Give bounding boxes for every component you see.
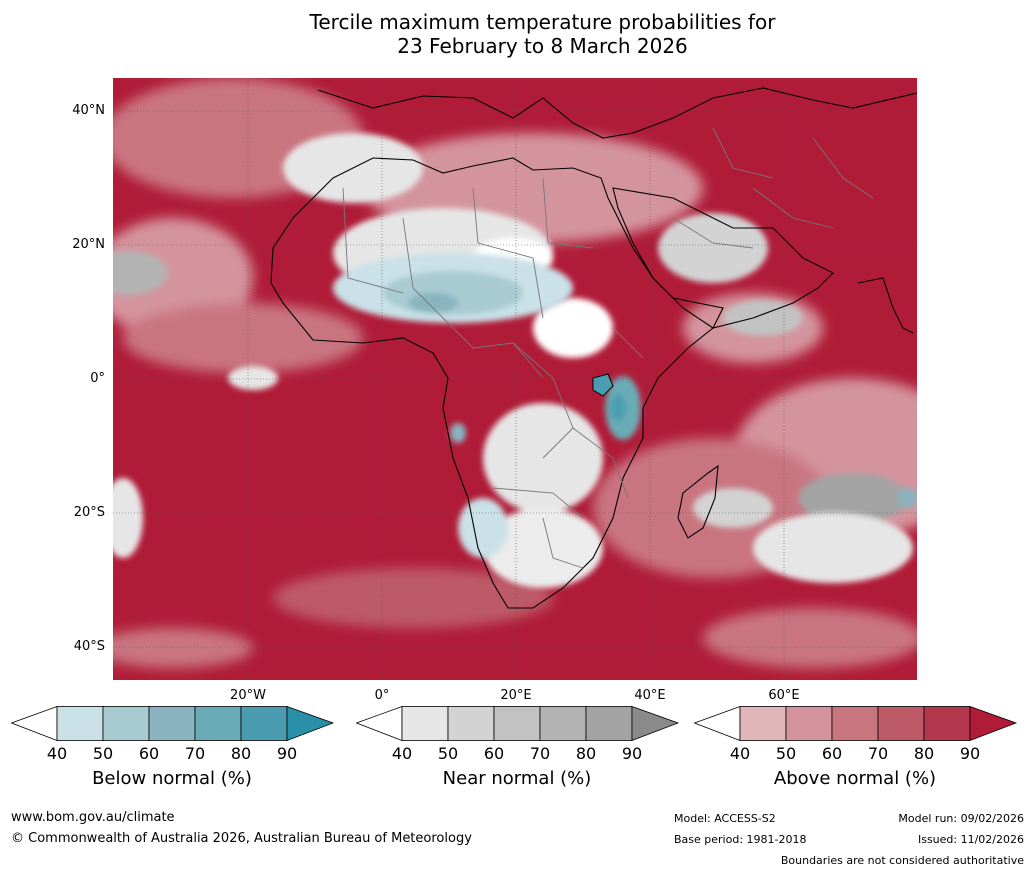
above-normal-colorbar xyxy=(693,705,1018,745)
below-normal-tick-label: 90 xyxy=(276,744,298,763)
below-normal-tick-label: 60 xyxy=(138,744,160,763)
map-title: Tercile maximum temperature probabilitie… xyxy=(0,10,1035,58)
below-normal-tick-label: 50 xyxy=(92,744,114,763)
below-normal-swatch-2 xyxy=(102,706,150,741)
near-normal-swatch-3 xyxy=(493,706,541,741)
africa-coastline xyxy=(270,157,724,609)
near-normal-swatch-5 xyxy=(585,706,633,741)
below-normal-overflow-swatch xyxy=(286,705,335,742)
above-normal-tick-label: 60 xyxy=(821,744,843,763)
lat-label-40s: 40°S xyxy=(73,639,105,654)
lat-label-40n: 40°N xyxy=(72,103,105,118)
above-normal-swatch-5 xyxy=(923,706,971,741)
above-normal-underflow-swatch xyxy=(693,705,741,742)
near-normal-tick-label: 50 xyxy=(437,744,459,763)
near-normal-tick-label: 70 xyxy=(529,744,551,763)
above-normal-swatch-2 xyxy=(785,706,833,741)
below-normal-colorbar-label: Below normal (%) xyxy=(92,768,252,789)
lat-label-20s: 20°S xyxy=(73,505,105,520)
model-name: Model: ACCESS-S2 xyxy=(674,812,776,825)
india-coastline xyxy=(857,277,914,334)
near-normal-swatch-1 xyxy=(401,706,449,741)
probability-map xyxy=(113,78,917,680)
europe-coastline xyxy=(317,87,917,139)
above-normal-overflow-swatch xyxy=(969,705,1018,742)
below-normal-swatch-5 xyxy=(240,706,288,741)
below-normal-swatch-1 xyxy=(56,706,104,741)
boundaries-disclaimer: Boundaries are not considered authoritat… xyxy=(780,854,1024,867)
arabian-peninsula-coastline xyxy=(612,187,834,329)
near-normal-tick-label: 60 xyxy=(483,744,505,763)
near-normal-areas xyxy=(113,133,913,588)
title-line-1: Tercile maximum temperature probabilitie… xyxy=(309,10,776,34)
madagascar-coastline xyxy=(677,464,719,539)
near-normal-swatch-4 xyxy=(539,706,587,741)
above-normal-colorbar-label: Above normal (%) xyxy=(773,768,937,789)
above-normal-swatch-1 xyxy=(739,706,787,741)
lon-label-0: 0° xyxy=(374,688,390,703)
near-normal-colorbar xyxy=(355,705,680,745)
base-period: Base period: 1981-2018 xyxy=(674,833,807,846)
near-normal-tick-label: 90 xyxy=(621,744,643,763)
near-normal-colorbar-label: Near normal (%) xyxy=(442,768,592,789)
lon-label-20w: 20°W xyxy=(230,688,266,703)
lat-label-0: 0° xyxy=(90,371,105,386)
below-normal-underflow-swatch xyxy=(10,705,58,742)
below-normal-tick-label: 80 xyxy=(230,744,252,763)
lon-label-20e: 20°E xyxy=(500,688,532,703)
above-normal-tick-label: 80 xyxy=(913,744,935,763)
near-normal-tick-label: 80 xyxy=(575,744,597,763)
near-normal-swatch-2 xyxy=(447,706,495,741)
website-link[interactable]: www.bom.gov.au/climate xyxy=(11,810,175,825)
lon-label-40e: 40°E xyxy=(634,688,666,703)
below-normal-swatch-4 xyxy=(194,706,242,741)
above-normal-tick-label: 90 xyxy=(959,744,981,763)
near-normal-underflow-swatch xyxy=(355,705,403,742)
title-line-2: 23 February to 8 March 2026 xyxy=(397,34,688,58)
issued-date: Issued: 11/02/2026 xyxy=(917,833,1024,846)
below-normal-swatch-3 xyxy=(148,706,196,741)
lat-label-20n: 20°N xyxy=(72,237,105,252)
above-normal-swatch-4 xyxy=(877,706,925,741)
lon-label-60e: 60°E xyxy=(768,688,800,703)
copyright-text: © Commonwealth of Australia 2026, Austra… xyxy=(11,831,472,846)
above-normal-tick-label: 50 xyxy=(775,744,797,763)
below-normal-colorbar xyxy=(10,705,335,745)
lake-victoria xyxy=(592,373,614,397)
below-normal-tick-label: 70 xyxy=(184,744,206,763)
above-normal-swatch-3 xyxy=(831,706,879,741)
model-run-date: Model run: 09/02/2026 xyxy=(898,812,1024,825)
above-normal-tick-label: 70 xyxy=(867,744,889,763)
below-normal-areas xyxy=(333,253,917,558)
near-normal-tick-label: 40 xyxy=(391,744,413,763)
below-normal-tick-label: 40 xyxy=(46,744,68,763)
graticule xyxy=(113,78,917,680)
above-normal-tick-label: 40 xyxy=(729,744,751,763)
near-normal-overflow-swatch xyxy=(631,705,680,742)
country-borders xyxy=(342,127,874,569)
